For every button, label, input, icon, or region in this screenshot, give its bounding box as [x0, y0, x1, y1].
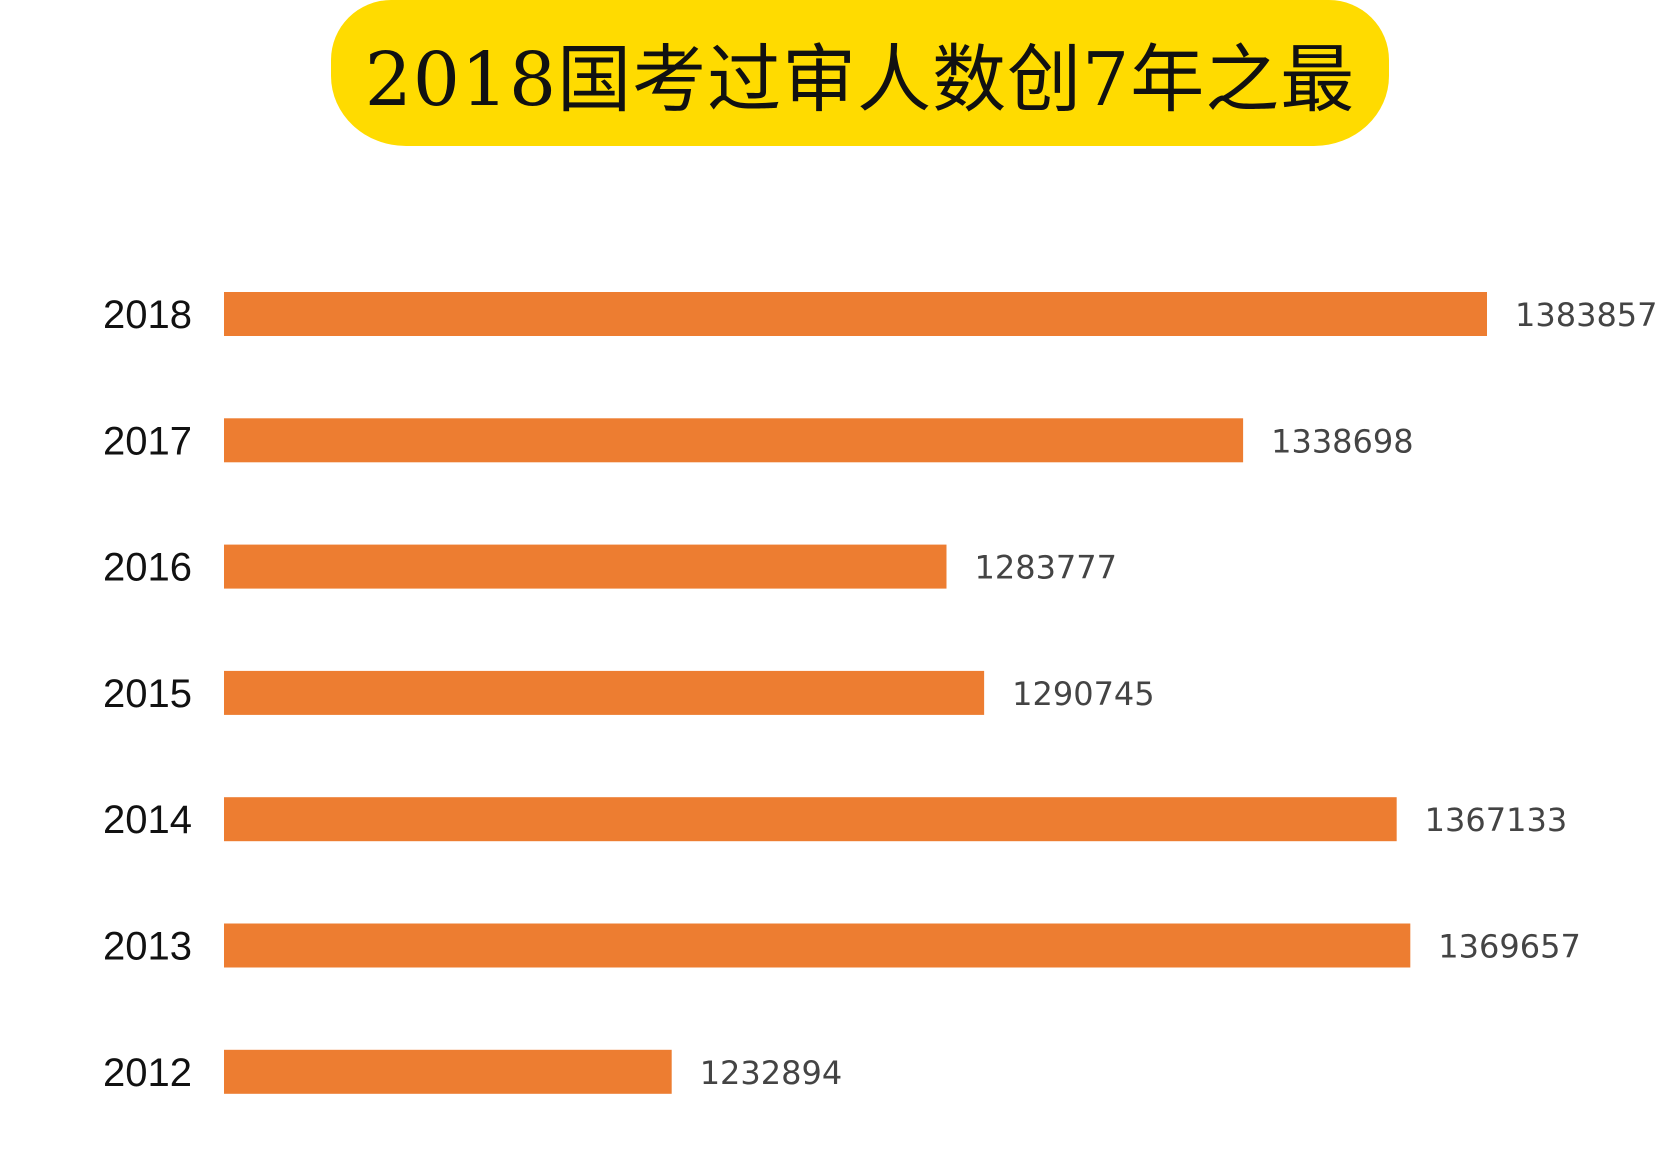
category-label-2014: 2014 [103, 798, 192, 842]
title-banner: 2018国考过审人数创7年之最 [331, 0, 1389, 146]
category-label-2013: 2013 [103, 925, 192, 969]
bar-2016 [224, 544, 947, 589]
category-label-2018: 2018 [103, 293, 192, 337]
value-label-2014: 1367133 [1425, 801, 1568, 839]
value-label-2013: 1369657 [1438, 928, 1581, 966]
value-label-2017: 1338698 [1271, 422, 1414, 460]
bar-2017 [224, 418, 1244, 463]
category-label-2015: 2015 [103, 672, 192, 716]
chart-title: 2018国考过审人数创7年之最 [364, 36, 1356, 123]
bar-2018 [224, 292, 1487, 336]
bar-2013 [224, 923, 1411, 968]
value-label-2018: 1383857 [1515, 296, 1658, 334]
category-label-2016: 2016 [103, 546, 192, 590]
category-label-2012: 2012 [103, 1051, 192, 1095]
bar-2015 [224, 670, 985, 715]
bar-2014 [224, 797, 1397, 842]
value-label-2016: 1283777 [974, 549, 1117, 587]
category-label-2017: 2017 [103, 419, 192, 463]
bar-2012 [224, 1049, 672, 1094]
value-label-2015: 1290745 [1012, 675, 1155, 713]
value-label-2012: 1232894 [700, 1054, 843, 1092]
